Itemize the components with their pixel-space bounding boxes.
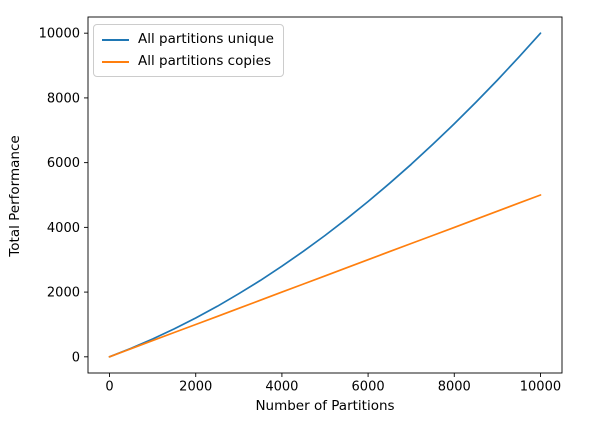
series-line [108,194,542,358]
x-tick-label: 4000 [265,380,298,395]
legend-line-swatch [102,60,129,63]
legend-line-swatch [102,38,129,41]
x-tick-label: 10000 [520,380,561,395]
x-tick-label: 2000 [179,380,212,395]
y-tick-label: 4000 [47,221,80,236]
y-tick-label: 2000 [47,286,80,301]
x-axis-label: Number of Partitions [255,398,394,414]
legend-item-label: All partitions unique [138,31,274,47]
y-tick-label: 6000 [47,156,80,171]
legend-item: All partitions copies [102,54,274,69]
x-tick-label: 6000 [352,380,385,395]
legend-item: All partitions unique [102,32,274,47]
series-line [108,32,542,358]
y-tick-label: 10000 [39,27,80,42]
y-tick-label: 0 [72,350,80,365]
y-tick-label: 8000 [47,91,80,106]
legend: All partitions unique All partitions cop… [93,24,284,77]
x-tick-label: 8000 [438,380,471,395]
y-axis-label: Total Performance [7,135,23,257]
plot-border [87,16,563,374]
legend-item-label: All partitions copies [138,53,271,69]
x-tick-label: 0 [105,380,113,395]
